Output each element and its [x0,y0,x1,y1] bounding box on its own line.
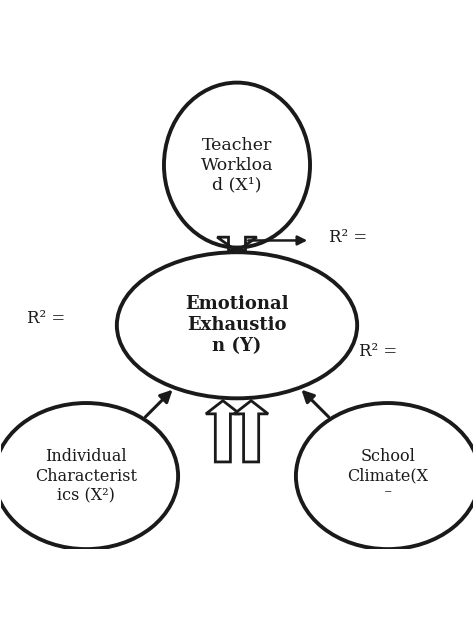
Ellipse shape [0,403,178,549]
Polygon shape [217,237,257,251]
Polygon shape [206,401,240,462]
Ellipse shape [296,403,474,549]
Polygon shape [234,401,268,462]
Text: R² =: R² = [359,343,398,360]
Text: School
Climate(X
⁻: School Climate(X ⁻ [347,448,428,504]
Text: Individual
Characterist
ics (X²): Individual Characterist ics (X²) [35,448,137,504]
Text: Teacher
Workloa
d (X¹): Teacher Workloa d (X¹) [201,137,273,193]
Text: R² =: R² = [27,310,65,327]
Text: Emotional
Exhaustio
n (Y): Emotional Exhaustio n (Y) [185,295,289,355]
Ellipse shape [164,83,310,248]
Text: R² =: R² = [328,229,367,246]
Ellipse shape [117,252,357,398]
